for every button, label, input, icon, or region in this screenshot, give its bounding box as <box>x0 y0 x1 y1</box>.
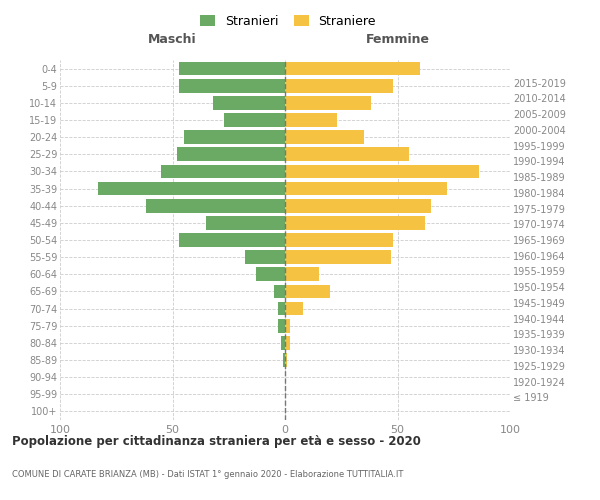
Bar <box>146 199 285 212</box>
Text: Femmine: Femmine <box>365 34 430 46</box>
Bar <box>285 164 479 178</box>
Bar <box>245 250 285 264</box>
Bar <box>177 148 285 161</box>
Bar <box>256 268 285 281</box>
Bar <box>285 233 393 247</box>
Bar <box>285 79 393 92</box>
Bar <box>213 96 285 110</box>
Bar <box>285 284 330 298</box>
Bar <box>285 130 364 144</box>
Bar <box>285 182 447 196</box>
Bar <box>179 79 285 92</box>
Bar <box>285 62 420 76</box>
Bar <box>285 113 337 127</box>
Bar <box>285 302 303 316</box>
Bar <box>285 336 290 349</box>
Bar <box>184 130 285 144</box>
Bar <box>179 233 285 247</box>
Bar <box>224 113 285 127</box>
Bar <box>285 216 425 230</box>
Bar <box>98 182 285 196</box>
Bar <box>283 353 285 367</box>
Bar <box>285 250 391 264</box>
Bar <box>285 96 371 110</box>
Bar <box>285 319 290 332</box>
Bar <box>206 216 285 230</box>
Bar <box>281 336 285 349</box>
Bar <box>278 319 285 332</box>
Bar <box>285 353 287 367</box>
Bar <box>179 62 285 76</box>
Bar <box>285 148 409 161</box>
Text: Popolazione per cittadinanza straniera per età e sesso - 2020: Popolazione per cittadinanza straniera p… <box>12 435 421 448</box>
Bar <box>161 164 285 178</box>
Text: COMUNE DI CARATE BRIANZA (MB) - Dati ISTAT 1° gennaio 2020 - Elaborazione TUTTIT: COMUNE DI CARATE BRIANZA (MB) - Dati IST… <box>12 470 403 479</box>
Text: Maschi: Maschi <box>148 34 197 46</box>
Bar <box>274 284 285 298</box>
Legend: Stranieri, Straniere: Stranieri, Straniere <box>196 11 380 32</box>
Bar <box>285 268 319 281</box>
Bar <box>285 199 431 212</box>
Bar <box>278 302 285 316</box>
